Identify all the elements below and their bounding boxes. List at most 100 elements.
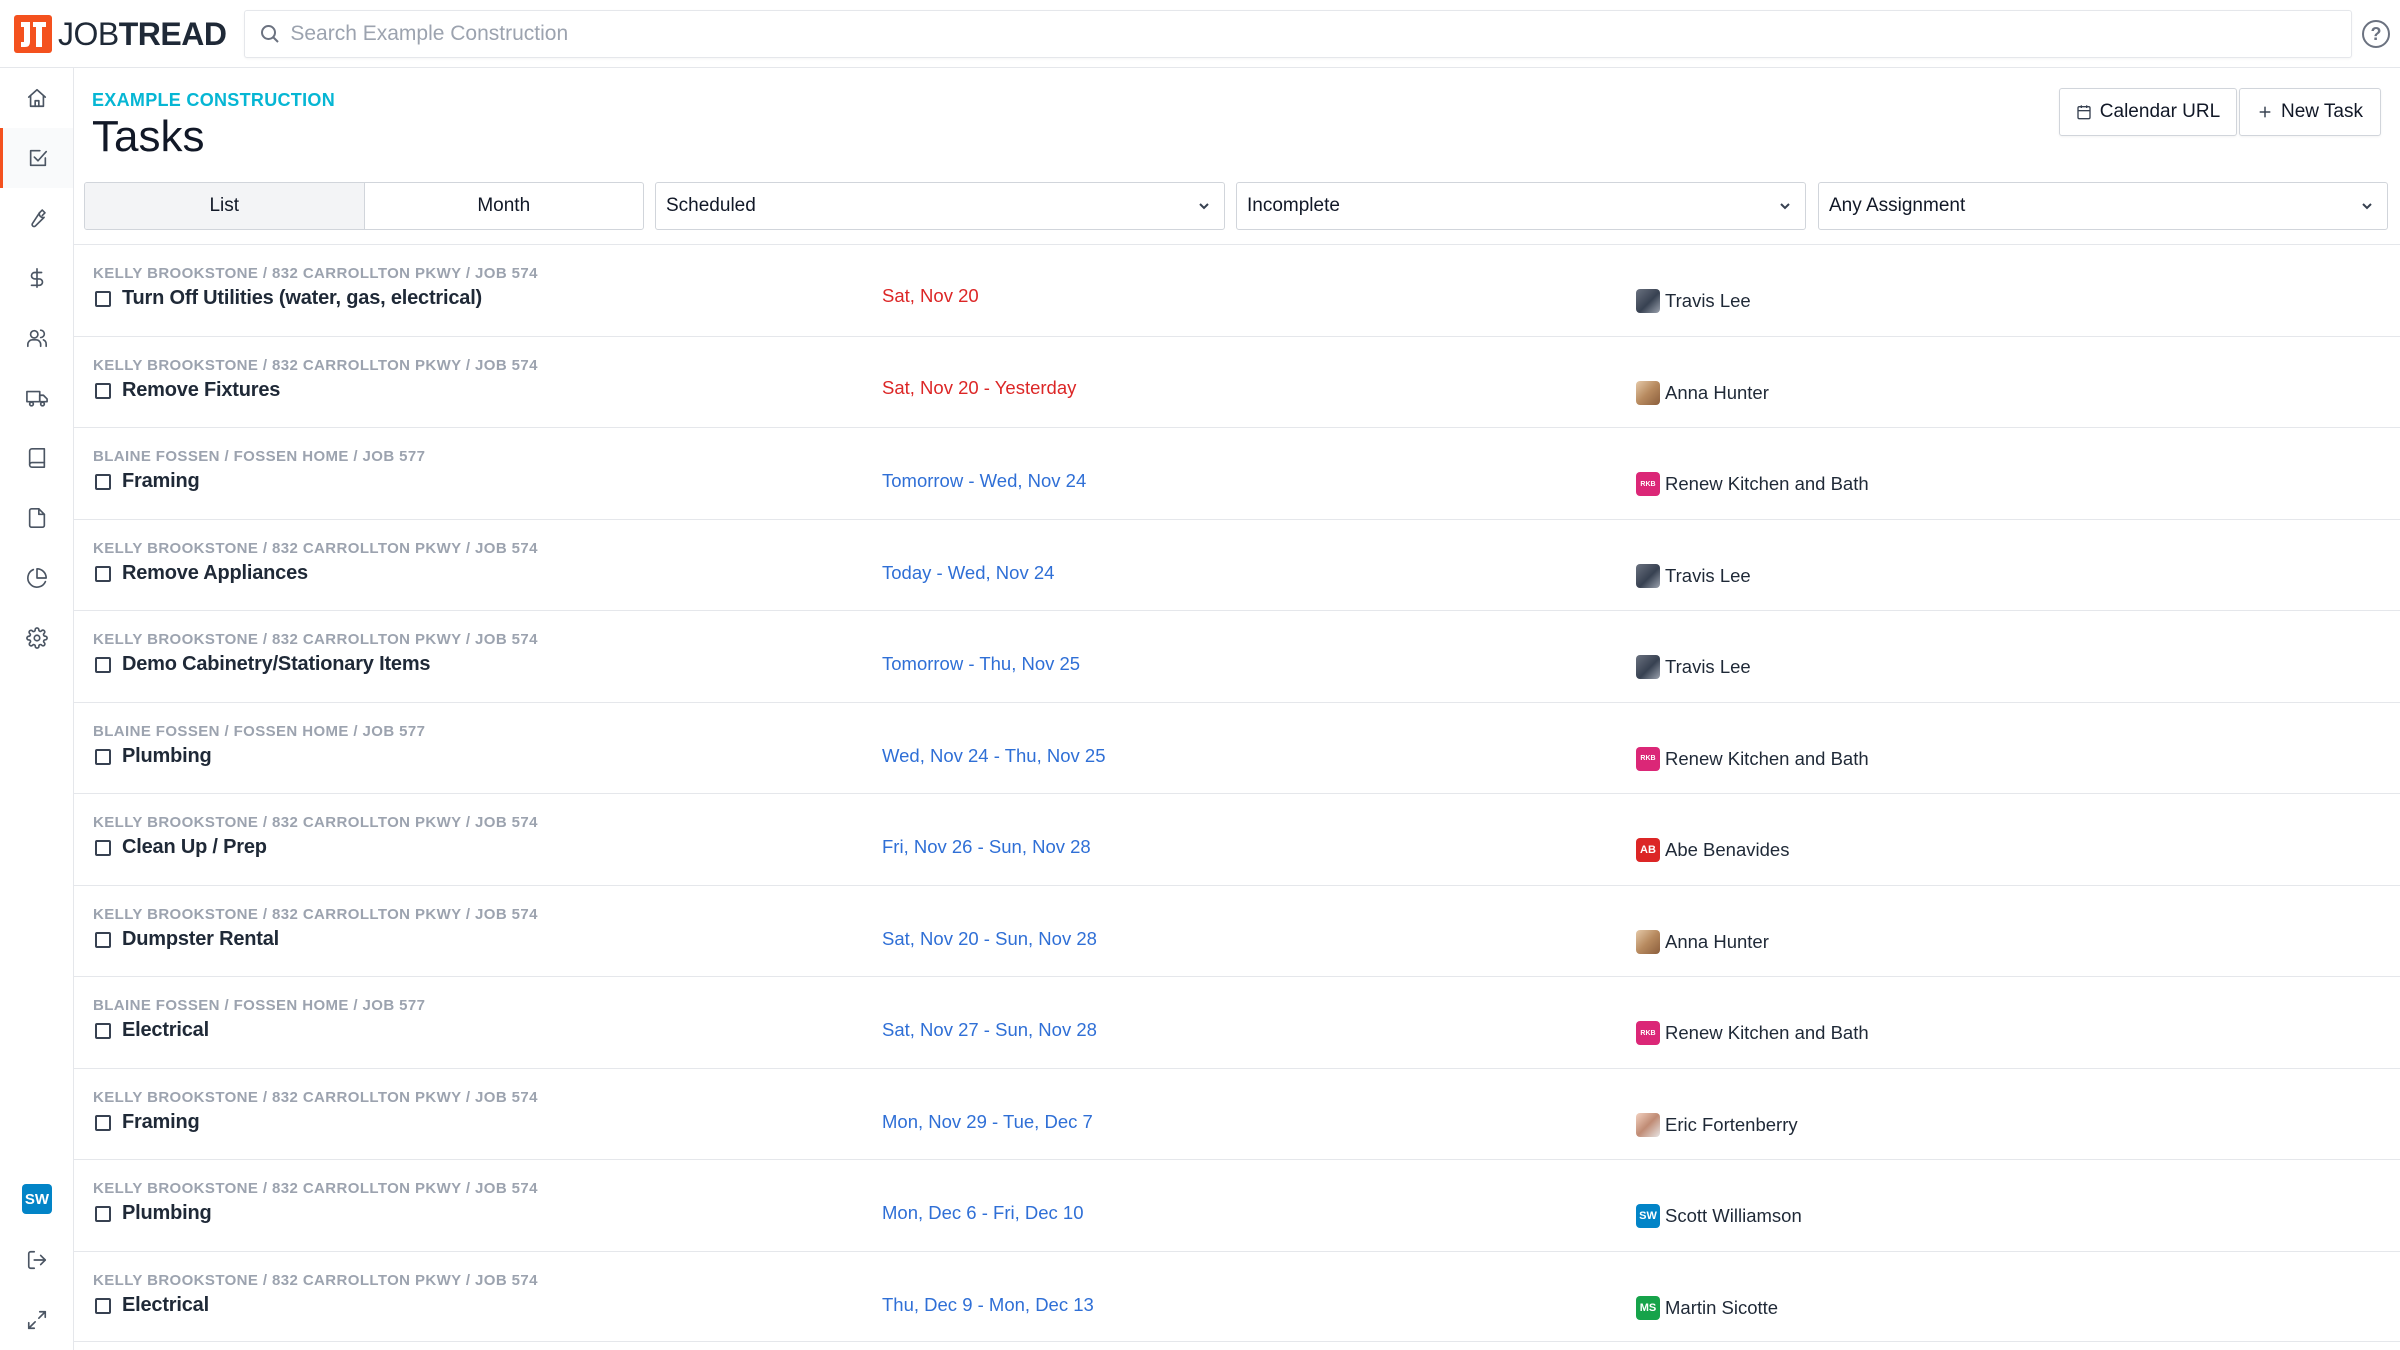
sidebar-item-catalog[interactable]	[0, 428, 73, 488]
assignee-name: Travis Lee	[1665, 656, 1751, 677]
task-name[interactable]: Remove Fixtures	[122, 378, 281, 401]
status-filter-select[interactable]: Incomplete	[1236, 182, 1806, 230]
tab-list[interactable]: List	[85, 183, 365, 229]
task-breadcrumb[interactable]: BLAINE FOSSEN / FOSSEN HOME / JOB 577	[93, 722, 426, 740]
task-assignee[interactable]: Travis Lee	[1636, 563, 1751, 588]
sidebar-item-tools[interactable]	[0, 188, 73, 248]
task-assignee[interactable]: MS Martin Sicotte	[1636, 1295, 1778, 1320]
task-row[interactable]: BLAINE FOSSEN / FOSSEN HOME / JOB 577 Ele…	[74, 976, 2400, 1068]
task-assignee[interactable]: Anna Hunter	[1636, 380, 1769, 405]
help-icon[interactable]: ?	[2362, 20, 2390, 48]
assignee-name: Scott Williamson	[1665, 1205, 1802, 1226]
gear-icon	[25, 627, 48, 649]
search-bar[interactable]	[244, 10, 2352, 58]
task-breadcrumb[interactable]: BLAINE FOSSEN / FOSSEN HOME / JOB 577	[93, 448, 426, 465]
organization-name[interactable]: EXAMPLE CONSTRUCTION	[92, 90, 336, 110]
status-filter-value: Incomplete	[1247, 195, 1340, 216]
sidebar-item-contacts[interactable]	[0, 308, 73, 368]
task-row[interactable]: KELLY BROOKSTONE / 832 CARROLLTON PKWY /…	[74, 335, 2400, 428]
sidebar-item-financials[interactable]	[0, 248, 73, 308]
task-checkbox[interactable]	[95, 382, 111, 399]
task-checkbox[interactable]	[95, 291, 111, 307]
task-name[interactable]: Dumpster Rental	[122, 927, 280, 950]
task-breadcrumb[interactable]: KELLY BROOKSTONE / 832 CARROLLTON PKWY /…	[93, 356, 538, 374]
assignment-filter-select[interactable]: Any Assignment	[1818, 182, 2388, 230]
task-row[interactable]: KELLY BROOKSTONE / 832 CARROLLTON PKWY /…	[74, 610, 2400, 702]
task-row[interactable]: BLAINE FOSSEN / FOSSEN HOME / JOB 577 Fra…	[74, 427, 2400, 519]
sidebar-item-logout[interactable]	[0, 1230, 73, 1290]
sidebar: SW	[0, 68, 74, 1350]
task-checkbox[interactable]	[95, 840, 111, 856]
task-breadcrumb[interactable]: KELLY BROOKSTONE / 832 CARROLLTON PKWY /…	[93, 539, 538, 557]
task-name[interactable]: Framing	[122, 1110, 200, 1133]
assignee-name: Eric Fortenberry	[1665, 1113, 1798, 1135]
task-checkbox[interactable]	[95, 1023, 111, 1039]
task-name[interactable]: Plumbing	[122, 744, 212, 767]
task-assignee[interactable]: AB Abe Benavides	[1636, 838, 1789, 862]
tab-month[interactable]: Month	[477, 195, 531, 216]
task-name[interactable]: Framing	[122, 470, 200, 492]
sidebar-item-vendors[interactable]	[0, 368, 73, 428]
task-name[interactable]: Remove Appliances	[122, 561, 308, 584]
task-breadcrumb[interactable]: KELLY BROOKSTONE / 832 CARROLLTON PKWY /…	[93, 265, 538, 282]
assignee-avatar: RKB	[1636, 746, 1660, 771]
task-breadcrumb[interactable]: KELLY BROOKSTONE / 832 CARROLLTON PKWY /…	[93, 814, 538, 831]
task-name[interactable]: Demo Cabinetry/Stationary Items	[122, 653, 431, 675]
assignee-avatar	[1636, 1112, 1660, 1137]
task-name[interactable]: Plumbing	[122, 1202, 212, 1224]
task-checkbox[interactable]	[95, 565, 111, 582]
assignee-avatar: RKB	[1636, 1021, 1660, 1045]
task-assignee[interactable]: RKB Renew Kitchen and Bath	[1636, 746, 1869, 771]
task-checkbox[interactable]	[95, 1206, 111, 1222]
task-assignee[interactable]: Travis Lee	[1636, 289, 1751, 313]
sidebar-item-tasks[interactable]	[0, 128, 73, 188]
task-checkbox[interactable]	[95, 931, 111, 948]
task-row[interactable]: KELLY BROOKSTONE / 832 CARROLLTON PKWY /…	[74, 518, 2400, 611]
task-row[interactable]: BLAINE FOSSEN / FOSSEN HOME / JOB 577 Plu…	[74, 701, 2400, 794]
schedule-filter-select[interactable]: Scheduled	[655, 182, 1225, 230]
task-breadcrumb[interactable]: KELLY BROOKSTONE / 832 CARROLLTON PKWY /…	[93, 1180, 538, 1197]
task-assignee[interactable]: RKB Renew Kitchen and Bath	[1636, 472, 1869, 496]
task-assignee[interactable]: SW Scott Williamson	[1636, 1204, 1802, 1228]
task-checkbox[interactable]	[95, 748, 111, 765]
sidebar-item-settings[interactable]	[0, 608, 73, 668]
task-row[interactable]: KELLY BROOKSTONE / 832 CARROLLTON PKWY /…	[74, 1250, 2400, 1342]
task-assignee[interactable]: RKB Renew Kitchen and Bath	[1636, 1021, 1869, 1045]
sidebar-item-home[interactable]	[0, 68, 73, 128]
task-date: Sat, Nov 20	[882, 285, 979, 306]
assignee-avatar	[1636, 563, 1660, 588]
assignee-name: Renew Kitchen and Bath	[1665, 1022, 1869, 1043]
task-date: Tomorrow - Thu, Nov 25	[882, 653, 1081, 674]
task-row[interactable]: KELLY BROOKSTONE / 832 CARROLLTON PKWY /…	[74, 884, 2400, 977]
sidebar-item-expand[interactable]	[0, 1290, 73, 1350]
sidebar-item-reports[interactable]	[0, 548, 73, 608]
task-breadcrumb[interactable]: KELLY BROOKSTONE / 832 CARROLLTON PKWY /…	[93, 1271, 538, 1289]
jobtread-logo[interactable]: JOBTREAD	[14, 14, 227, 54]
task-assignee[interactable]: Travis Lee	[1636, 655, 1751, 679]
task-assignee[interactable]: Eric Fortenberry	[1636, 1112, 1798, 1137]
task-breadcrumb[interactable]: KELLY BROOKSTONE / 832 CARROLLTON PKWY /…	[93, 631, 538, 648]
task-breadcrumb[interactable]: BLAINE FOSSEN / FOSSEN HOME / JOB 577	[93, 997, 426, 1014]
search-input[interactable]	[290, 22, 2351, 46]
user-avatar[interactable]: SW	[22, 1184, 52, 1214]
task-assignee[interactable]: Anna Hunter	[1636, 929, 1769, 954]
task-checkbox[interactable]	[95, 1114, 111, 1131]
new-task-button[interactable]: New Task	[2239, 88, 2381, 136]
task-row[interactable]: KELLY BROOKSTONE / 832 CARROLLTON PKWY /…	[74, 1067, 2400, 1160]
task-breadcrumb[interactable]: KELLY BROOKSTONE / 832 CARROLLTON PKWY /…	[93, 1088, 538, 1106]
assignee-avatar: RKB	[1636, 472, 1660, 496]
sidebar-item-documents[interactable]	[0, 488, 73, 548]
task-name[interactable]: Electrical	[122, 1019, 209, 1041]
task-checkbox[interactable]	[95, 474, 111, 490]
task-name[interactable]: Clean Up / Prep	[122, 836, 267, 858]
task-checkbox[interactable]	[95, 657, 111, 673]
task-date: Mon, Nov 29 - Tue, Dec 7	[882, 1110, 1093, 1132]
task-breadcrumb[interactable]: KELLY BROOKSTONE / 832 CARROLLTON PKWY /…	[93, 905, 538, 923]
task-row[interactable]: KELLY BROOKSTONE / 832 CARROLLTON PKWY /…	[74, 1159, 2400, 1251]
task-name[interactable]: Electrical	[122, 1293, 209, 1316]
calendar-url-button[interactable]: Calendar URL	[2059, 88, 2237, 136]
task-row[interactable]: KELLY BROOKSTONE / 832 CARROLLTON PKWY /…	[74, 244, 2400, 336]
task-checkbox[interactable]	[95, 1297, 111, 1314]
task-row[interactable]: KELLY BROOKSTONE / 832 CARROLLTON PKWY /…	[74, 793, 2400, 885]
task-name[interactable]: Turn Off Utilities (water, gas, electric…	[122, 287, 483, 309]
